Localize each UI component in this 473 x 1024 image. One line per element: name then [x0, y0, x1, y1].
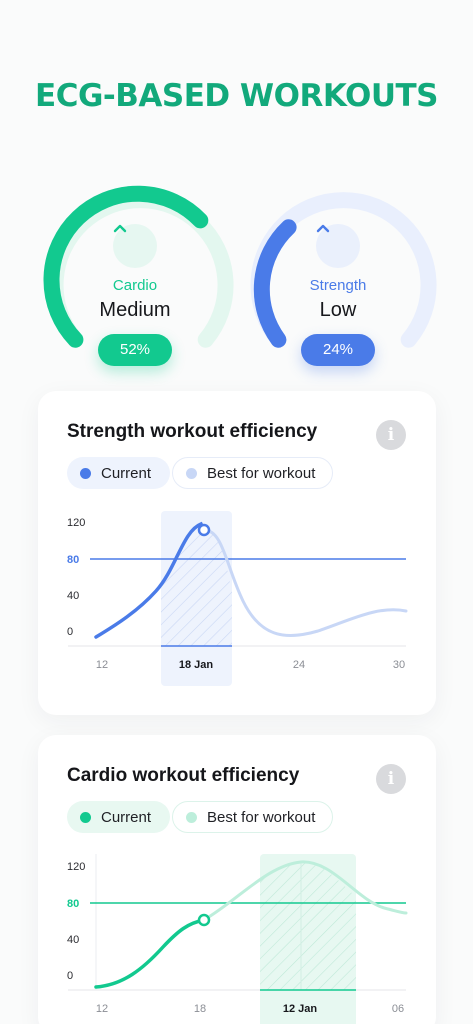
hatched-area	[260, 862, 356, 990]
strength-gauge-label: Strength	[309, 277, 367, 294]
chevron-up-icon	[316, 224, 360, 268]
legend-best[interactable]: Best for workout	[172, 457, 333, 489]
legend-dot	[186, 467, 197, 479]
x-tick: 24	[293, 659, 305, 671]
x-tick: 12	[96, 659, 108, 671]
info-icon[interactable]: i	[376, 420, 406, 450]
strength-gauge[interactable]: Strength Low 24%	[243, 180, 439, 376]
cardio-percent-badge: 52%	[98, 334, 172, 366]
x-tick-highlight: 12 Jan	[283, 1003, 318, 1015]
legend-label: Current	[101, 464, 152, 482]
card-title: Strength workout efficiency	[67, 421, 318, 442]
x-tick: 06	[392, 1003, 404, 1015]
legend-current[interactable]: Current	[67, 457, 170, 489]
x-tick-highlight: 18 Jan	[179, 659, 214, 671]
current-point	[197, 523, 211, 537]
y-tick-threshold: 80	[67, 554, 79, 566]
y-tick: 0	[67, 626, 73, 638]
y-tick-threshold: 80	[67, 898, 79, 910]
strength-percent-badge: 24%	[301, 334, 375, 366]
chevron-up-icon	[113, 224, 157, 268]
y-tick: 0	[67, 970, 73, 982]
legend-label: Best for workout	[207, 808, 316, 826]
legend-label: Best for workout	[207, 464, 316, 482]
strength-gauge-fill	[253, 219, 297, 348]
y-tick: 40	[67, 590, 79, 602]
x-tick: 18	[194, 1003, 206, 1015]
cardio-gauge-fill	[43, 185, 209, 348]
cardio-efficiency-card: Cardio workout efficiency i Current Best…	[38, 735, 436, 1024]
current-line	[94, 918, 206, 989]
y-tick: 40	[67, 934, 79, 946]
strength-gauge-value: Low	[319, 299, 357, 321]
cardio-gauge-value: Medium	[99, 299, 171, 321]
info-icon[interactable]: i	[376, 764, 406, 794]
current-line	[94, 521, 206, 639]
y-tick: 120	[67, 861, 85, 873]
current-point	[197, 913, 211, 927]
cardio-gauge[interactable]: Cardio Medium 52%	[40, 180, 236, 376]
best-line	[202, 860, 408, 922]
legend-dot	[186, 811, 197, 823]
page-headline: ECG-BASED WORKOUTS	[35, 78, 438, 114]
y-tick: 120	[67, 517, 85, 529]
legend-current[interactable]: Current	[67, 801, 170, 833]
legend-dot	[80, 811, 91, 823]
legend-label: Current	[101, 808, 152, 826]
x-tick: 30	[393, 659, 405, 671]
best-line	[202, 528, 408, 638]
gauges-row: Cardio Medium 52% Strength Low 24%	[0, 180, 473, 380]
strength-gauge-ring	[250, 192, 437, 348]
cardio-chart: 120 80 40 0 12 18 12 Jan 06	[67, 854, 408, 1024]
legend-dot	[80, 467, 91, 479]
card-title: Cardio workout efficiency	[67, 765, 300, 786]
legend-best[interactable]: Best for workout	[172, 801, 333, 833]
x-tick: 12	[96, 1003, 108, 1015]
strength-chart: 120 80 40 0 12 18 Jan 24 30	[67, 511, 408, 686]
strength-efficiency-card: Strength workout efficiency i Current Be…	[38, 391, 436, 715]
cardio-gauge-label: Cardio	[112, 277, 158, 294]
cardio-gauge-ring	[43, 185, 234, 348]
